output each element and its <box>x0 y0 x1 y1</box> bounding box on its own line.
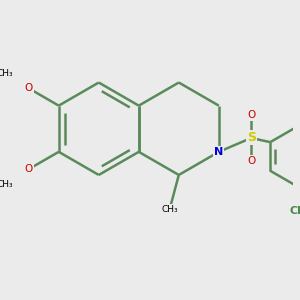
Text: N: N <box>214 147 224 157</box>
Text: CH₃: CH₃ <box>0 69 13 78</box>
Text: O: O <box>247 156 255 166</box>
Text: O: O <box>25 164 33 174</box>
Text: Cl: Cl <box>289 206 300 215</box>
Text: CH₃: CH₃ <box>0 180 13 189</box>
Text: O: O <box>25 83 33 93</box>
Text: O: O <box>247 110 255 120</box>
Text: S: S <box>247 131 256 145</box>
Text: CH₃: CH₃ <box>161 205 178 214</box>
